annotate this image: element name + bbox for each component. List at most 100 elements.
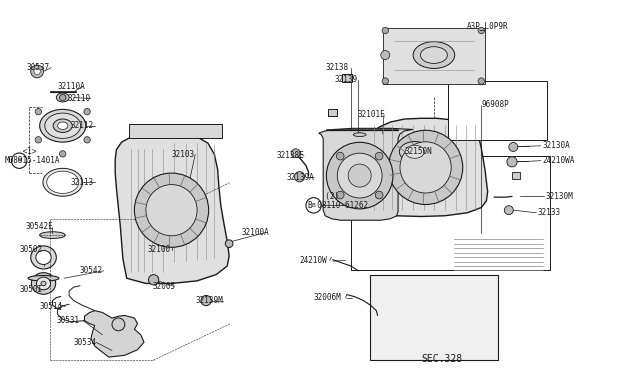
Text: 32110A: 32110A	[58, 82, 85, 91]
Ellipse shape	[58, 122, 68, 129]
Circle shape	[478, 78, 484, 84]
Ellipse shape	[31, 273, 56, 294]
Circle shape	[35, 137, 42, 143]
Circle shape	[35, 109, 42, 115]
Text: A3P_L0P9R: A3P_L0P9R	[467, 21, 509, 30]
Polygon shape	[115, 132, 229, 283]
Text: SEC.328: SEC.328	[421, 354, 462, 364]
Circle shape	[381, 51, 390, 60]
Ellipse shape	[47, 171, 79, 193]
Ellipse shape	[53, 119, 72, 132]
Circle shape	[31, 65, 44, 78]
Text: 30542: 30542	[80, 266, 103, 275]
Polygon shape	[319, 128, 413, 220]
Circle shape	[400, 142, 451, 193]
Ellipse shape	[43, 168, 83, 196]
Circle shape	[291, 149, 300, 158]
Ellipse shape	[60, 95, 66, 100]
Text: B 08110-61262: B 08110-61262	[308, 201, 369, 210]
Text: 32113: 32113	[70, 178, 93, 187]
Bar	[129, 124, 222, 138]
Circle shape	[382, 27, 388, 34]
Ellipse shape	[413, 42, 455, 68]
Bar	[370, 275, 498, 360]
Text: M: M	[17, 158, 21, 163]
Ellipse shape	[420, 46, 447, 63]
Ellipse shape	[56, 93, 69, 102]
Text: 30542E: 30542E	[26, 222, 53, 231]
Text: 30534: 30534	[74, 338, 97, 347]
Text: 30502: 30502	[19, 246, 42, 254]
Text: 30531: 30531	[56, 316, 79, 325]
Polygon shape	[383, 28, 485, 84]
Text: 32133: 32133	[538, 208, 561, 217]
Circle shape	[326, 142, 393, 209]
Text: 24210WA: 24210WA	[543, 156, 575, 165]
Circle shape	[225, 240, 233, 247]
Text: 32112: 32112	[70, 121, 93, 130]
Circle shape	[112, 318, 125, 331]
Circle shape	[34, 68, 40, 75]
Bar	[351, 156, 550, 270]
Circle shape	[478, 27, 484, 34]
Text: 32006M: 32006M	[314, 293, 341, 302]
Text: M08915-1401A: M08915-1401A	[5, 156, 61, 165]
Polygon shape	[364, 118, 488, 217]
Circle shape	[306, 198, 321, 213]
Bar	[512, 172, 520, 179]
Circle shape	[146, 185, 197, 236]
Ellipse shape	[40, 232, 65, 238]
Ellipse shape	[31, 246, 56, 269]
Circle shape	[294, 171, 305, 182]
Text: 32103: 32103	[172, 150, 195, 159]
Circle shape	[337, 191, 344, 199]
Text: 32100: 32100	[147, 246, 170, 254]
Text: 24210W: 24210W	[300, 256, 327, 265]
Circle shape	[375, 191, 383, 199]
Ellipse shape	[41, 281, 46, 286]
Text: 3050I: 3050I	[19, 285, 42, 294]
Text: B: B	[312, 203, 316, 208]
Bar	[448, 81, 547, 140]
Text: 32100A: 32100A	[242, 228, 269, 237]
Text: 96908P: 96908P	[481, 100, 509, 109]
Ellipse shape	[45, 113, 81, 138]
Polygon shape	[84, 311, 144, 357]
Text: 32130M: 32130M	[545, 192, 573, 201]
Text: (2): (2)	[316, 192, 339, 201]
Text: 32150N: 32150N	[404, 147, 432, 156]
Text: 32138E: 32138E	[276, 151, 304, 160]
Circle shape	[382, 78, 388, 84]
Circle shape	[509, 142, 518, 151]
Text: 30537: 30537	[27, 63, 50, 72]
Circle shape	[60, 94, 66, 101]
Circle shape	[375, 152, 383, 160]
Circle shape	[504, 206, 513, 215]
Circle shape	[201, 295, 211, 306]
Circle shape	[337, 153, 382, 198]
Bar	[328, 109, 337, 116]
Text: 32139A: 32139A	[287, 173, 314, 182]
Ellipse shape	[36, 277, 51, 290]
Ellipse shape	[353, 133, 366, 137]
Circle shape	[507, 157, 517, 167]
Circle shape	[337, 152, 344, 160]
Circle shape	[134, 173, 209, 247]
Circle shape	[148, 275, 159, 285]
Bar	[342, 74, 352, 82]
Ellipse shape	[399, 141, 430, 162]
Text: 30514: 30514	[40, 302, 63, 311]
Text: 32005: 32005	[152, 282, 175, 291]
Ellipse shape	[28, 275, 59, 281]
Text: 32130A: 32130A	[543, 141, 570, 150]
Ellipse shape	[405, 145, 424, 158]
Text: 32139: 32139	[334, 76, 357, 84]
Ellipse shape	[40, 109, 86, 142]
Text: <1>: <1>	[18, 147, 36, 156]
Text: 32138: 32138	[325, 63, 348, 72]
Circle shape	[388, 130, 463, 205]
Circle shape	[60, 151, 66, 157]
Circle shape	[84, 109, 90, 115]
Ellipse shape	[36, 250, 51, 264]
Circle shape	[348, 164, 371, 187]
